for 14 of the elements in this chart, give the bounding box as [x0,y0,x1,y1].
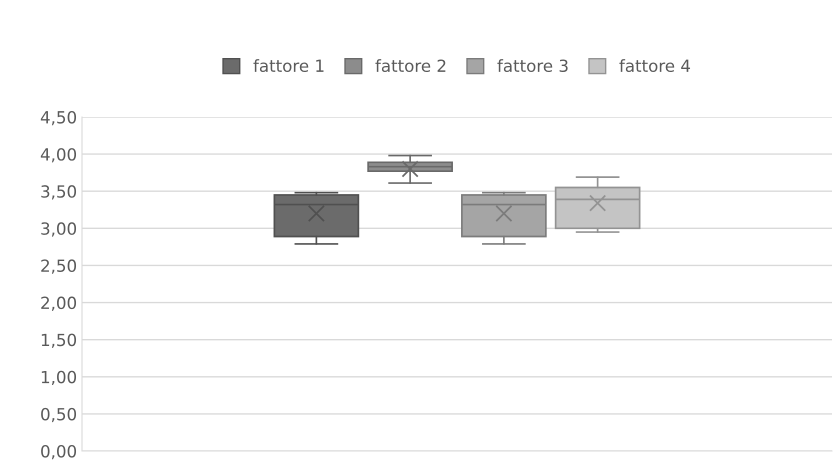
y-tick-label: 4,50 [40,110,76,126]
y-tick-label: 2,00 [41,296,76,311]
legend-label: fattore 1 [253,59,324,72]
y-tick-label: 0,50 [41,408,76,422]
y-tick-label: 1,00 [42,370,76,386]
y-tick-label: 2,50 [41,259,76,274]
legend-label: fattore 3 [497,59,568,72]
legend-label: fattore 2 [375,59,446,72]
legend-label: fattore 4 [619,59,690,72]
y-tick-label: 0,00 [41,444,76,460]
y-tick-label: 3,50 [41,185,76,200]
y-tick-label: 4,00 [40,148,76,162]
y-tick-label: 1,50 [42,334,76,348]
y-tick-label: 3,00 [41,222,76,237]
